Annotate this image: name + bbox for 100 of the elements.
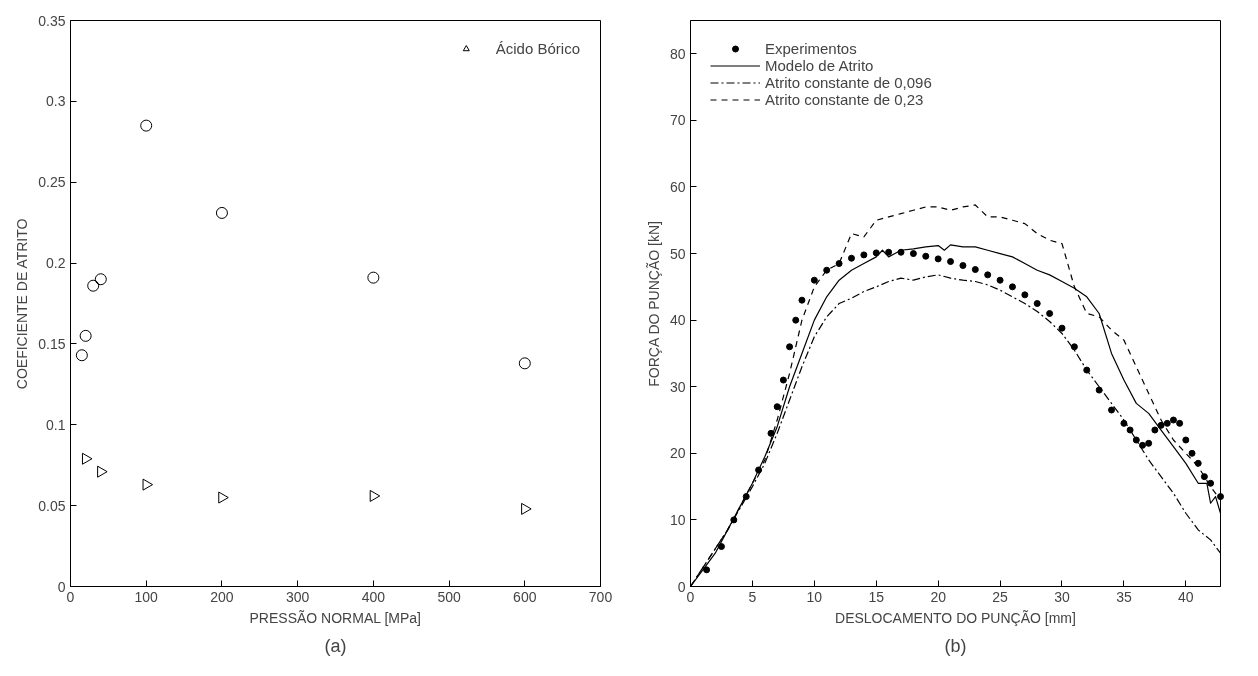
point bbox=[1138, 441, 1146, 449]
point bbox=[773, 403, 781, 411]
point bbox=[1132, 436, 1140, 444]
point bbox=[1151, 426, 1159, 434]
point bbox=[1108, 406, 1116, 414]
point bbox=[367, 271, 380, 284]
x-tick-label: 300 bbox=[285, 588, 310, 605]
x-tick-label: 600 bbox=[513, 588, 537, 605]
y-tick-label: 30 bbox=[669, 378, 686, 395]
x-tick-label: 200 bbox=[210, 588, 234, 605]
x-tick-label: 10 bbox=[806, 588, 823, 605]
point bbox=[947, 258, 955, 266]
point bbox=[1126, 426, 1134, 434]
point bbox=[94, 273, 107, 286]
legend-label: Atrito constante de 0,096 bbox=[765, 74, 932, 91]
point bbox=[218, 491, 229, 504]
point bbox=[215, 206, 228, 219]
y-tick-label: 70 bbox=[669, 112, 686, 129]
x-tick-label: 30 bbox=[1054, 588, 1070, 605]
point bbox=[835, 260, 843, 268]
point bbox=[717, 543, 725, 551]
point bbox=[1217, 493, 1224, 501]
point bbox=[1169, 416, 1177, 424]
point bbox=[779, 376, 787, 384]
point bbox=[140, 119, 153, 132]
point bbox=[1157, 421, 1165, 429]
y-axis-title: FORÇA DO PUNÇÃO [kN] bbox=[645, 221, 662, 387]
point bbox=[1176, 419, 1184, 427]
point bbox=[1058, 324, 1066, 332]
point bbox=[1033, 300, 1041, 307]
x-tick-label: 700 bbox=[588, 588, 613, 605]
x-tick-label: 15 bbox=[868, 588, 885, 605]
point bbox=[730, 516, 738, 524]
point bbox=[755, 466, 763, 474]
x-tick-label: 5 bbox=[748, 588, 757, 605]
point bbox=[518, 357, 531, 370]
point bbox=[1182, 436, 1190, 444]
point bbox=[860, 251, 868, 259]
point bbox=[792, 316, 800, 324]
text: (a) bbox=[324, 635, 347, 656]
point bbox=[810, 276, 818, 284]
point bbox=[767, 429, 775, 437]
point bbox=[1070, 343, 1078, 351]
y-axis-title: COEFICIENTE DE ATRITO bbox=[14, 218, 31, 390]
y-tick-label: 60 bbox=[669, 178, 686, 195]
point bbox=[1163, 419, 1171, 427]
point bbox=[87, 279, 100, 292]
point bbox=[75, 349, 88, 362]
y-tick-label: 80 bbox=[669, 45, 686, 62]
point bbox=[1207, 479, 1215, 487]
point bbox=[1120, 419, 1128, 427]
point bbox=[922, 252, 930, 260]
point bbox=[742, 493, 750, 501]
point bbox=[1083, 366, 1091, 374]
point bbox=[97, 465, 108, 478]
point bbox=[885, 248, 893, 256]
x-axis-title: DESLOCAMENTO DO PUNÇÃO [mm] bbox=[835, 609, 1076, 626]
y-tick-label: 0.25 bbox=[38, 174, 66, 191]
point bbox=[786, 343, 794, 351]
text: (b) bbox=[944, 635, 967, 656]
legend-label: Modelo de Atrito bbox=[765, 57, 874, 74]
point bbox=[1188, 449, 1196, 457]
point bbox=[959, 262, 967, 270]
y-tick-label: 40 bbox=[669, 312, 686, 329]
point bbox=[1021, 291, 1029, 299]
x-tick-label: 100 bbox=[134, 588, 159, 605]
point bbox=[984, 271, 992, 279]
point bbox=[142, 478, 154, 491]
point bbox=[847, 254, 855, 262]
x-tick-label: 20 bbox=[930, 588, 947, 605]
y-tick-label: 0.15 bbox=[38, 335, 66, 352]
point bbox=[897, 248, 905, 256]
y-tick-label: 0.05 bbox=[38, 497, 66, 514]
legend-label: Ácido Bórico bbox=[495, 40, 580, 57]
y-tick-label: 0.1 bbox=[46, 416, 66, 433]
x-tick-label: 35 bbox=[1116, 588, 1132, 605]
legend-label: Experimentos bbox=[765, 40, 857, 57]
point bbox=[996, 276, 1004, 284]
y-tick-label: 10 bbox=[669, 511, 686, 528]
point bbox=[1008, 283, 1016, 291]
y-tick-label: 20 bbox=[669, 445, 686, 462]
point bbox=[521, 502, 532, 515]
point bbox=[1095, 386, 1103, 394]
point bbox=[369, 489, 381, 502]
point bbox=[81, 452, 93, 465]
point bbox=[909, 250, 917, 258]
point bbox=[971, 266, 979, 274]
legend-label: Atrito constante de 0,23 bbox=[765, 91, 924, 108]
x-tick-label: 40 bbox=[1178, 588, 1194, 605]
point bbox=[872, 249, 880, 257]
point bbox=[1194, 459, 1202, 467]
y-tick-label: 50 bbox=[669, 245, 686, 262]
point bbox=[934, 255, 942, 263]
point bbox=[1145, 439, 1153, 447]
point bbox=[1046, 309, 1054, 317]
point bbox=[79, 329, 92, 342]
x-tick-label: 400 bbox=[361, 588, 386, 605]
point bbox=[1200, 473, 1208, 481]
point bbox=[823, 266, 831, 274]
x-tick-label: 25 bbox=[992, 588, 1009, 605]
